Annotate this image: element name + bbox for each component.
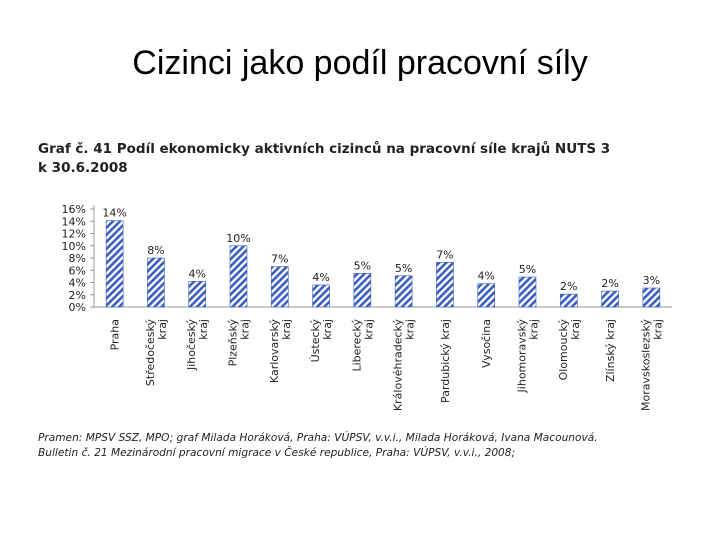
- bar-data-label: 7%: [436, 248, 453, 261]
- x-category-label-line: Ústecký: [309, 319, 322, 363]
- chart-heading-line-2: k 30.6.2008: [38, 160, 128, 176]
- x-category-label: Jihočeský kraj: [185, 319, 210, 372]
- x-category-label-line: Jihomoravský: [516, 319, 529, 394]
- x-category-label: Ústecký kraj: [309, 319, 334, 363]
- slide-title: Cizinci jako podíl pracovní síly: [132, 44, 588, 82]
- x-category-label-line: Praha: [109, 319, 122, 350]
- x-category-label: Jihomoravský kraj: [516, 319, 541, 394]
- x-category-label-line: kraj: [197, 319, 210, 340]
- bar-data-label: 2%: [560, 280, 577, 293]
- y-tick-label: 16%: [62, 203, 86, 216]
- x-category-label-line: Olomoucký: [557, 319, 570, 381]
- x-category-label-line: kraj: [651, 319, 664, 340]
- x-category-label-line: kraj: [280, 319, 293, 340]
- x-category-label: Středočeský kraj: [144, 319, 169, 387]
- x-category-label: Zlínský kraj: [604, 319, 617, 382]
- bar: [147, 257, 165, 308]
- x-category-label-line: kraj: [569, 319, 582, 340]
- bar-data-label: 14%: [102, 207, 126, 220]
- x-category-label-line: Středočeský: [144, 319, 157, 387]
- source-line-2: Bulletin č. 21 Mezinárodní pracovní migr…: [38, 447, 516, 459]
- x-category-label: Pardubický kraj: [439, 319, 452, 403]
- bar: [188, 280, 207, 308]
- source-line-1: Pramen: MPSV SSZ, MPO; graf Milada Horák…: [38, 432, 598, 444]
- bar: [270, 266, 289, 308]
- bar-data-label: 10%: [226, 232, 250, 245]
- y-tick-label: 14%: [62, 215, 86, 228]
- chart-heading: Graf č. 41 Podíl ekonomicky aktivních ci…: [38, 140, 688, 178]
- bar-data-label: 3%: [643, 274, 660, 287]
- bar: [229, 245, 248, 308]
- x-category-label: Olomoucký kraj: [557, 319, 582, 381]
- y-tick-label: 4%: [69, 277, 86, 290]
- x-category-label-line: Karlovarský: [268, 319, 281, 384]
- bar-data-label: 7%: [271, 253, 288, 266]
- x-category-label: Vysočina: [480, 319, 493, 368]
- y-tick-label: 8%: [69, 252, 86, 265]
- x-category-label: Liberecký kraj: [350, 319, 375, 372]
- x-category-label-line: kraj: [404, 319, 417, 340]
- bar: [518, 276, 537, 308]
- x-category-label-line: Liberecký: [350, 319, 363, 372]
- x-category-label-line: Královéhradecký: [392, 319, 405, 412]
- bar-data-label: 5%: [354, 259, 371, 272]
- bar-data-label: 4%: [188, 267, 205, 280]
- y-tick-label: 0%: [69, 301, 86, 314]
- bar-data-label: 8%: [147, 244, 164, 257]
- bar: [394, 275, 413, 308]
- x-category-label-line: kraj: [362, 319, 375, 340]
- chart-heading-line-1: Graf č. 41 Podíl ekonomicky aktivních ci…: [38, 141, 611, 157]
- x-category-label-line: kraj: [321, 319, 334, 340]
- bar: [559, 293, 578, 308]
- x-category-label-line: kraj: [528, 319, 541, 340]
- bar-data-label: 5%: [395, 262, 412, 275]
- x-category-label: Praha: [109, 319, 122, 350]
- bar: [477, 283, 496, 308]
- x-category-label: Královéhradecký kraj: [392, 319, 417, 412]
- x-category-label-line: Pardubický kraj: [439, 319, 452, 403]
- bar-data-label: 2%: [601, 277, 618, 290]
- x-category-label-line: kraj: [239, 319, 252, 340]
- y-tick-label: 6%: [69, 264, 86, 277]
- x-category-label-line: Vysočina: [480, 319, 493, 368]
- bar-data-label: 4%: [477, 270, 494, 283]
- y-tick-label: 12%: [62, 228, 86, 241]
- y-tick-label: 10%: [62, 240, 86, 253]
- x-category-label-line: kraj: [156, 319, 169, 340]
- bar: [105, 220, 124, 308]
- bar: [601, 290, 619, 308]
- x-category-label: Karlovarský kraj: [268, 319, 293, 384]
- x-category-label-line: Jihočeský: [185, 319, 198, 372]
- bar: [642, 287, 661, 308]
- x-category-label-line: Plzeňský: [227, 319, 240, 367]
- x-category-label-line: Moravskoslezský: [639, 319, 652, 411]
- bar: [353, 273, 372, 308]
- bar: [312, 284, 330, 308]
- x-category-label-line: Zlínský kraj: [604, 319, 617, 382]
- x-category-label: Moravskoslezský kraj: [639, 319, 664, 411]
- chart-source-note: Pramen: MPSV SSZ, MPO; graf Milada Horák…: [38, 431, 698, 461]
- bar-data-label: 5%: [519, 263, 536, 276]
- y-tick-label: 2%: [69, 289, 86, 302]
- x-category-label: Plzeňský kraj: [227, 319, 252, 367]
- bar: [436, 261, 454, 308]
- bar-data-label: 4%: [312, 271, 329, 284]
